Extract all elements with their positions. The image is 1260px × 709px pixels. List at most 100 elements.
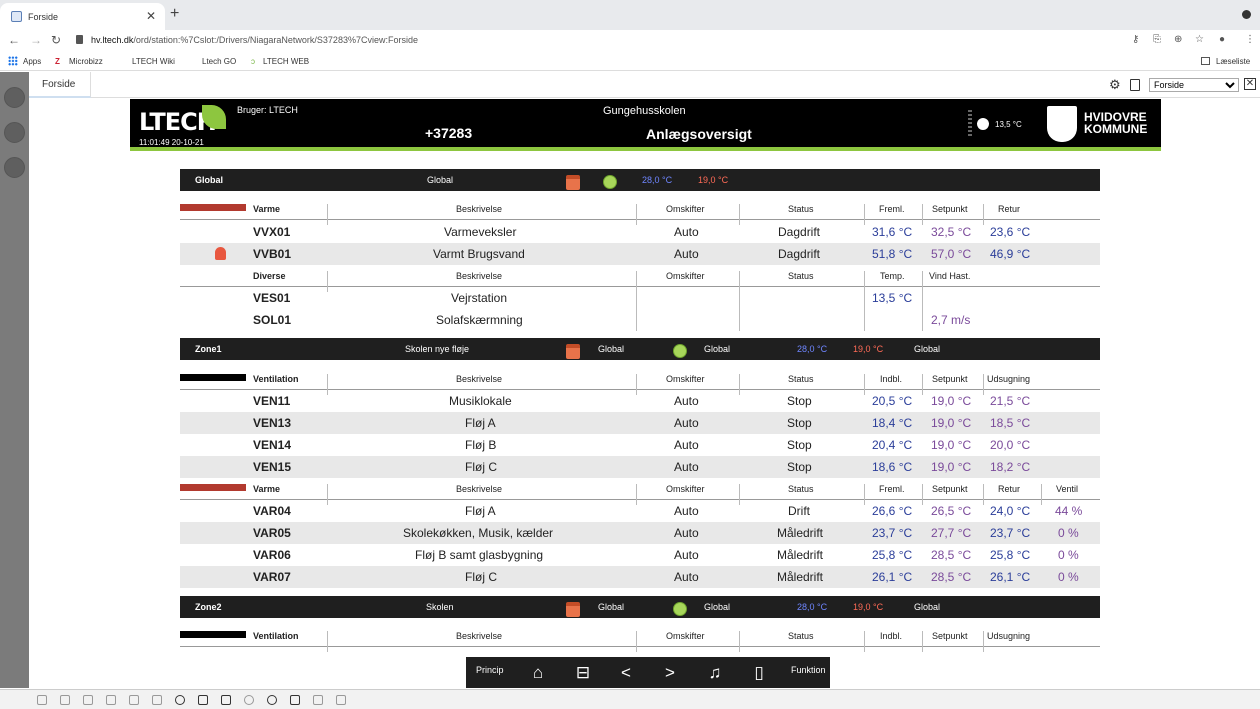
zone-bar-global[interactable]: Global Global 28,0 °C 19,0 °C: [180, 169, 1100, 191]
row-mode: Auto: [674, 225, 699, 239]
view-select[interactable]: Forside: [1149, 78, 1239, 92]
view-tab-forside[interactable]: Forside: [29, 72, 91, 98]
zone-desc: Skolen: [426, 602, 454, 612]
kommune-crest-icon: [1047, 106, 1077, 142]
table-row[interactable]: VAR04 Fløj A Auto Drift 26,6 °C 26,5 °C …: [180, 500, 1100, 522]
reading-list[interactable]: Læseliste: [1216, 57, 1251, 66]
sound-icon[interactable]: [221, 695, 231, 705]
refresh-icon[interactable]: [244, 695, 254, 705]
app-toolbar: Forside ⚙ Forside ✕: [29, 72, 1260, 98]
forward-arrow-icon[interactable]: >: [665, 663, 675, 682]
clock-icon[interactable]: [673, 344, 687, 358]
bookmark-ltech-web[interactable]: LTECH WEB: [263, 57, 310, 66]
varme-swatch: [180, 484, 246, 491]
tool-icon[interactable]: [129, 695, 139, 705]
window-icon[interactable]: [336, 695, 346, 705]
back-icon[interactable]: ←: [8, 33, 20, 47]
row-code: VES01: [253, 291, 291, 305]
search-icon[interactable]: [4, 122, 25, 143]
clock-icon[interactable]: [673, 602, 687, 616]
menu-icon[interactable]: [4, 87, 25, 108]
forward-icon[interactable]: →: [30, 33, 42, 47]
back-arrow-icon[interactable]: <: [621, 663, 631, 682]
key-icon[interactable]: ⚷: [1132, 34, 1140, 45]
overview-icon[interactable]: ⊟: [575, 663, 591, 682]
table-row[interactable]: SOL01 Solafskærmning 2,7 m/s: [180, 309, 1100, 331]
home-icon[interactable]: ⌂: [532, 663, 544, 682]
close-tab-icon[interactable]: ✕: [146, 9, 157, 23]
url-field[interactable]: hv.ltech.dk/ord/station:%7Cslot:/Drivers…: [91, 35, 418, 45]
bookmark-apps[interactable]: Apps: [23, 57, 42, 66]
row-value: 23,6 °C: [990, 225, 1031, 239]
kebab-menu-icon[interactable]: ⋮: [1245, 34, 1255, 45]
bookmark-ltech-wiki[interactable]: LTECH Wiki: [132, 57, 175, 66]
tool-icon[interactable]: [152, 695, 162, 705]
calendar-icon[interactable]: [566, 175, 580, 190]
browser-menu-icon[interactable]: [1242, 10, 1251, 19]
close-view-icon[interactable]: ✕: [1244, 78, 1256, 90]
row-desc: Vejrstation: [451, 291, 508, 305]
report-icon[interactable]: [290, 695, 300, 705]
row-value: 20,0 °C: [990, 438, 1031, 452]
filter-icon[interactable]: [198, 695, 208, 705]
group-name: Diverse: [253, 271, 286, 281]
reload-icon[interactable]: ↻: [51, 33, 62, 47]
calendar-icon[interactable]: [566, 602, 580, 617]
table-row[interactable]: VEN11 Musiklokale Auto Stop 20,5 °C 19,0…: [180, 390, 1100, 412]
tool-icon[interactable]: [60, 695, 70, 705]
alarm-bell-icon[interactable]: [215, 247, 226, 260]
bookmark-microbizz[interactable]: Microbizz: [69, 57, 103, 66]
bottom-nav-toolbar: Princip ⌂ ⊟ < > ♫ ▯ Funktion: [466, 657, 830, 688]
col-header: Setpunkt: [932, 484, 968, 494]
zone-bar-zone1[interactable]: Zone1 Skolen nye fløje Global Global 28,…: [180, 338, 1100, 360]
zone-bar-zone2[interactable]: Zone2 Skolen Global Global 28,0 °C 19,0 …: [180, 596, 1100, 618]
weather-icon: [977, 118, 989, 130]
group-name: Varme: [253, 484, 281, 494]
row-code: VVB01: [253, 247, 292, 261]
document-icon[interactable]: [1130, 79, 1140, 91]
table-row[interactable]: VEN14 Fløj B Auto Stop 20,4 °C 19,0 °C 2…: [180, 434, 1100, 456]
princip-button[interactable]: Princip: [476, 665, 504, 675]
col-header: Freml.: [879, 484, 905, 494]
row-mode: Auto: [674, 504, 699, 518]
tool-icon[interactable]: [37, 695, 47, 705]
star-icon[interactable]: ☆: [1195, 34, 1204, 45]
browser-tab[interactable]: Forside ✕: [0, 3, 165, 30]
table-row[interactable]: VEN13 Fløj A Auto Stop 18,4 °C 19,0 °C 1…: [180, 412, 1100, 434]
profile-icon[interactable]: ●: [1219, 34, 1226, 45]
row-value: 51,8 °C: [872, 247, 913, 261]
row-code: VEN13: [253, 416, 292, 430]
row-value: 23,7 °C: [990, 526, 1031, 540]
chart-icon[interactable]: [4, 157, 25, 178]
alarm-bell-icon[interactable]: ♫: [708, 663, 722, 682]
compass-icon[interactable]: [175, 695, 185, 705]
calendar-icon[interactable]: [566, 344, 580, 359]
clock-icon[interactable]: [603, 175, 617, 189]
row-value: 26,1 °C: [990, 570, 1031, 584]
table-row[interactable]: VVX01 Varmeveksler Auto Dagdrift 31,6 °C…: [180, 221, 1100, 243]
col-header: Beskrivelse: [456, 271, 503, 281]
funktion-button[interactable]: Funktion: [791, 665, 826, 675]
table-row[interactable]: VAR06 Fløj B samt glasbygning Auto Måled…: [180, 544, 1100, 566]
table-row[interactable]: VAR05 Skolekøkken, Musik, kælder Auto Må…: [180, 522, 1100, 544]
row-status: Måledrift: [777, 570, 824, 584]
row-value: 31,6 °C: [872, 225, 913, 239]
zone-desc: Skolen nye fløje: [405, 344, 470, 354]
table-row[interactable]: VAR07 Fløj C Auto Måledrift 26,1 °C 28,5…: [180, 566, 1100, 588]
zoom-icon[interactable]: ⊕: [1174, 34, 1183, 45]
gear-icon[interactable]: [267, 695, 277, 705]
apps-grid-icon[interactable]: [8, 56, 18, 66]
gear-icon[interactable]: ⚙: [1109, 77, 1121, 92]
new-tab-icon[interactable]: +: [170, 5, 180, 22]
table-row[interactable]: VEN15 Fløj C Auto Stop 18,6 °C 19,0 °C 1…: [180, 456, 1100, 478]
ventilation-swatch: [180, 374, 246, 381]
clipboard-icon[interactable]: ▯: [754, 663, 764, 682]
table-row[interactable]: VVB01 Varmt Brugsvand Auto Dagdrift 51,8…: [180, 243, 1100, 265]
bell-icon[interactable]: [313, 695, 323, 705]
row-code: VAR06: [253, 548, 291, 562]
tool-icon[interactable]: [106, 695, 116, 705]
tool-icon[interactable]: [83, 695, 93, 705]
translate-icon[interactable]: ⎘: [1153, 34, 1161, 45]
bookmark-ltech-go[interactable]: Ltech GO: [202, 57, 237, 66]
table-row[interactable]: VES01 Vejrstation 13,5 °C: [180, 287, 1100, 309]
